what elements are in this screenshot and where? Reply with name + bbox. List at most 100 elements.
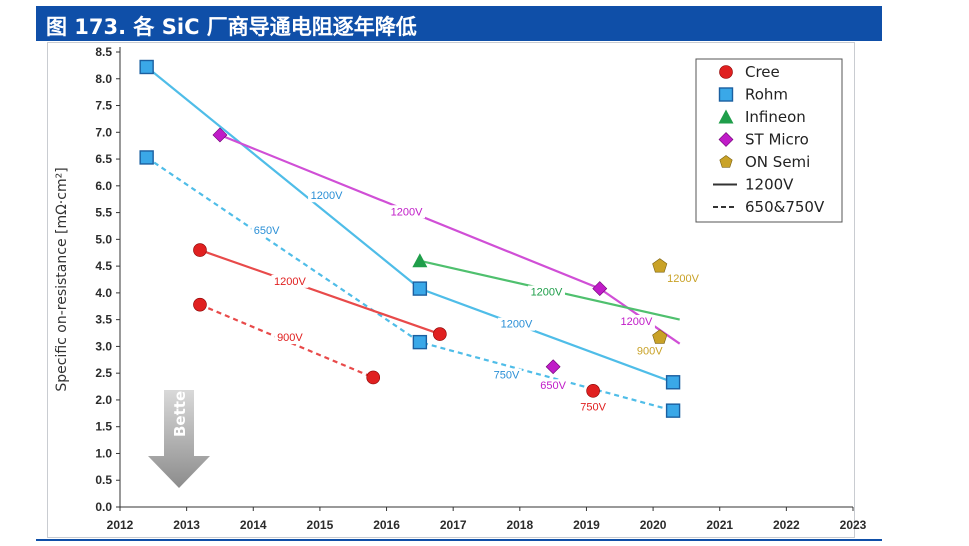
x-tick-label: 2012 — [107, 518, 134, 532]
data-points — [139, 59, 681, 418]
y-tick-label: 5.0 — [95, 232, 112, 246]
x-tick-label: 2017 — [440, 518, 467, 532]
point-rohm — [412, 334, 428, 350]
x-tick-label: 2023 — [840, 518, 867, 532]
point-cree — [433, 327, 447, 341]
page-title: 图 173. 各 SiC 厂商导通电阻逐年降低 — [46, 15, 417, 39]
annotation-label: 750V — [580, 402, 606, 414]
y-tick-label: 3.5 — [95, 313, 112, 327]
y-tick-label: 2.0 — [95, 393, 112, 407]
annotation-label: 900V — [637, 345, 663, 357]
annotation-bg — [537, 379, 569, 393]
x-tick-label: 2021 — [706, 518, 733, 532]
legend-label: Cree — [745, 63, 780, 81]
point-st-micro — [592, 281, 608, 297]
trend-lines — [146, 66, 681, 412]
annotation-bg — [497, 317, 535, 331]
point-st-micro — [545, 359, 561, 375]
y-tick-label: 4.5 — [95, 259, 112, 273]
x-tick-label: 2018 — [506, 518, 533, 532]
annotation-label: 1200V — [311, 190, 343, 202]
legend-label: Infineon — [745, 108, 806, 126]
annotation-bg — [251, 224, 282, 237]
annotation-bg — [664, 272, 702, 286]
annotation-label: 750V — [494, 370, 520, 382]
annotation-label: 650V — [254, 225, 280, 237]
trend-line-solid — [199, 249, 441, 336]
trend-line-solid — [219, 133, 681, 345]
y-axis-label: Specific on-resistance [mΩ·cm²] — [54, 167, 70, 391]
annotation-bg — [491, 368, 522, 382]
point-rohm — [139, 59, 154, 75]
y-tick-label: 1.5 — [95, 420, 112, 434]
annotation-bg — [634, 344, 665, 358]
annotation-bg — [271, 274, 309, 288]
y-tick-label: 0.5 — [95, 473, 112, 487]
legend-label: ON Semi — [745, 153, 810, 171]
y-tick-label: 7.0 — [95, 125, 112, 139]
better-label: Better — [171, 383, 189, 437]
y-tick-label: 6.0 — [95, 179, 112, 193]
y-tick-label: 1.0 — [95, 446, 112, 460]
x-tick-label: 2015 — [307, 518, 334, 532]
y-tick-label: 5.5 — [95, 206, 112, 220]
y-tick-label: 8.0 — [95, 72, 112, 86]
y-tick-label: 0.0 — [95, 500, 112, 514]
legend-marker — [718, 132, 734, 147]
legend-label: 650&750V — [745, 198, 825, 216]
y-tick-label: 3.0 — [95, 339, 112, 353]
trend-line-dashed — [146, 156, 674, 412]
annotation-bg — [388, 205, 426, 219]
annotation-label: 1200V — [501, 319, 533, 331]
title-bar: 图 173. 各 SiC 厂商导通电阻逐年降低 — [36, 6, 882, 41]
annotation-label: 650V — [540, 380, 566, 392]
y-tick-label: 8.5 — [95, 45, 112, 59]
legend-label: Rohm — [745, 86, 788, 104]
annotation-bg — [527, 285, 565, 299]
annotation-bg — [617, 315, 655, 328]
annotation-label: 1200V — [274, 276, 306, 288]
legend-label: 1200V — [745, 176, 794, 194]
point-on-semi — [652, 329, 668, 344]
legend-label: ST Micro — [745, 131, 809, 149]
annotation-bg — [274, 331, 306, 345]
legend-marker — [718, 87, 734, 102]
annotation-bg — [577, 400, 609, 414]
point-on-semi — [652, 258, 668, 273]
x-tick-label: 2020 — [640, 518, 667, 532]
point-cree — [366, 370, 381, 385]
legend-marker — [719, 155, 733, 168]
axes: 0.0 0.5 1.0 1.5 2.0 2.5 3.0 3.5 4.0 4.5 5.0 5.5 6.0 6… — [54, 45, 867, 532]
point-rohm — [412, 281, 428, 296]
point-rohm — [665, 403, 681, 418]
legend-marker — [719, 65, 733, 79]
x-tick-label: 2019 — [573, 518, 600, 532]
point-cree — [193, 243, 207, 257]
y-tick-label: 7.5 — [95, 99, 112, 113]
point-infineon — [412, 253, 428, 268]
point-cree — [193, 297, 207, 312]
x-tick-label: 2016 — [373, 518, 400, 532]
x-tick-label: 2013 — [173, 518, 200, 532]
annotation-bg — [308, 189, 346, 203]
point-st-micro — [212, 127, 228, 143]
x-tick-label: 2022 — [773, 518, 800, 532]
annotations: 1200V 650V 1200V 900V 1200V 1200V 1200V 750V 650… — [251, 189, 702, 414]
annotation-label: 1200V — [531, 287, 563, 299]
point-cree — [586, 384, 600, 398]
legend: Cree Rohm Infineon ST Micro ON Semi 1200V 650&… — [695, 58, 843, 223]
annotation-label: 1200V — [667, 273, 699, 285]
point-rohm — [665, 375, 681, 390]
better-arrow: Better — [148, 383, 210, 488]
annotation-label: 900V — [277, 332, 303, 344]
y-tick-label: 6.5 — [95, 152, 112, 166]
legend-marker — [718, 109, 734, 124]
annotation-label: 1200V — [391, 206, 423, 218]
x-tick-label: 2014 — [240, 518, 267, 532]
bottom-rule — [36, 539, 882, 541]
y-tick-label: 4.0 — [95, 286, 112, 300]
better-arrow-shape — [148, 390, 210, 488]
y-tick-label: 2.5 — [95, 366, 112, 380]
point-rohm — [139, 150, 154, 165]
